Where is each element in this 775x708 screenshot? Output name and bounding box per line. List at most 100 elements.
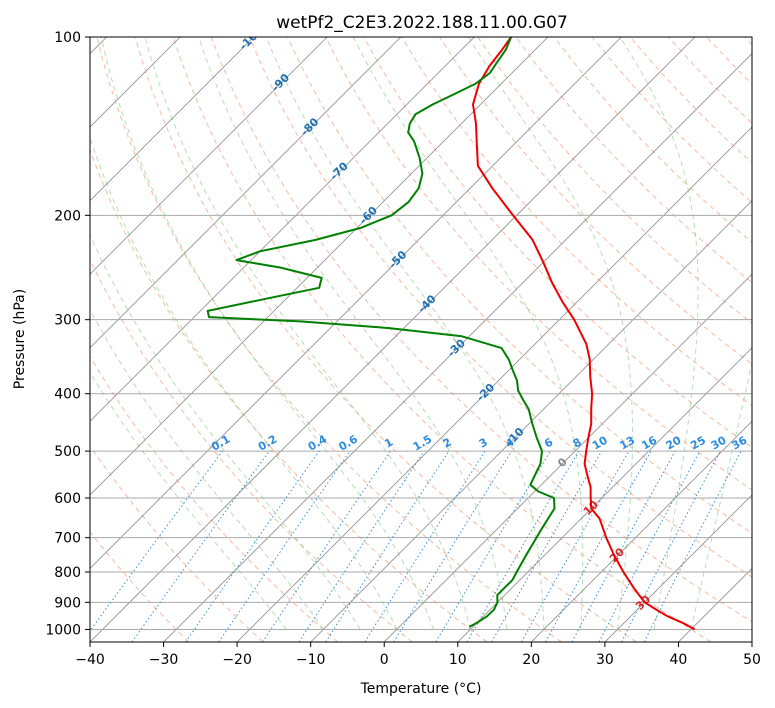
x-axis-label: Temperature (°C) bbox=[360, 681, 482, 697]
mixing-ratio-line bbox=[571, 450, 676, 642]
y-tick-label: 300 bbox=[54, 313, 81, 329]
mixing-ratio-label: 0.6 bbox=[337, 432, 361, 453]
isotherm-label: 30 bbox=[633, 593, 653, 613]
y-tick-label: 500 bbox=[54, 444, 81, 460]
dry-adiabat-line bbox=[477, 37, 752, 324]
mixing-ratio-line bbox=[298, 450, 425, 642]
dry-adiabat-line bbox=[172, 37, 712, 642]
isotherm-label: 0 bbox=[555, 455, 570, 470]
isotherm-label: -70 bbox=[328, 159, 351, 182]
mixing-ratio-label: 13 bbox=[617, 434, 637, 453]
isotherm-label: -20 bbox=[474, 381, 497, 404]
x-axis: −40 −30 −20 −10 0 10 20 30 40 50 bbox=[75, 642, 761, 668]
y-tick-label: 200 bbox=[54, 208, 81, 224]
moist-adiabat-line bbox=[619, 37, 699, 630]
isotherm-label: -90 bbox=[269, 71, 292, 94]
isotherm-label: -30 bbox=[445, 336, 468, 359]
isotherm-line bbox=[90, 37, 549, 496]
isotherm-line bbox=[90, 37, 254, 202]
isotherm-line bbox=[383, 273, 752, 642]
mixing-ratio-label: 16 bbox=[639, 433, 659, 452]
dry-adiabat-line bbox=[667, 37, 752, 125]
mixing-ratio-line bbox=[545, 450, 652, 642]
background-lines bbox=[90, 37, 752, 642]
mixing-ratio-line bbox=[218, 450, 351, 642]
dry-adiabat-line bbox=[744, 37, 752, 46]
chart-title: wetPf2_C2E3.2022.188.11.00.G07 bbox=[276, 13, 568, 33]
mixing-ratio-label: 30 bbox=[709, 433, 729, 452]
moist-adiabat-line bbox=[352, 37, 584, 630]
dry-adiabat-line bbox=[90, 530, 190, 642]
moist-adiabat-line bbox=[265, 37, 545, 630]
mixing-ratio-label: 10 bbox=[590, 433, 610, 452]
y-tick-label: 900 bbox=[54, 595, 81, 611]
x-tick-label: 10 bbox=[449, 652, 467, 668]
mixing-ratio-labels: 0.1 0.2 0.4 0.6 1 1.5 2 3 4 6 8 10 13 16 20 25 30 36 bbox=[209, 432, 749, 453]
y-tick-label: 800 bbox=[54, 565, 81, 581]
plot-frame bbox=[89, 36, 753, 643]
isotherm-label: -40 bbox=[415, 292, 438, 315]
dry-adiabat-line bbox=[90, 148, 488, 642]
dewpoint-profile-line bbox=[206, 37, 556, 628]
mixing-ratio-line bbox=[262, 450, 391, 642]
y-tick-label: 1000 bbox=[45, 622, 81, 638]
isotherm-line bbox=[90, 37, 622, 569]
isotherm-line bbox=[604, 494, 752, 642]
x-tick-label: 0 bbox=[380, 652, 389, 668]
isotherm-line bbox=[310, 200, 752, 642]
mixing-ratio-line bbox=[643, 450, 742, 642]
x-tick-label: 30 bbox=[596, 652, 614, 668]
isotherm-line bbox=[751, 641, 752, 642]
mixing-ratio-line bbox=[393, 450, 513, 642]
mixing-ratio-label: 20 bbox=[664, 433, 684, 452]
mixing-ratio-line bbox=[598, 450, 701, 642]
mixing-ratio-label: 25 bbox=[688, 434, 708, 453]
isotherm-label: -100 bbox=[237, 24, 266, 53]
isotherm-line bbox=[90, 37, 328, 275]
moist-adiabat-line bbox=[90, 371, 287, 630]
isotherm-line bbox=[678, 567, 752, 642]
isotherm-line bbox=[531, 420, 752, 642]
moist-adiabat-line bbox=[468, 37, 633, 630]
x-tick-label: −20 bbox=[222, 652, 252, 668]
mixing-ratio-label: 6 bbox=[542, 435, 555, 450]
mixing-ratio-label: 0.2 bbox=[256, 433, 279, 454]
isotherm-line bbox=[90, 37, 475, 422]
temperature-profile-line bbox=[472, 37, 696, 631]
dry-adiabat-line bbox=[210, 37, 752, 623]
moist-adiabat-line bbox=[90, 308, 324, 630]
y-tick-label: 100 bbox=[54, 30, 81, 46]
mixing-ratio-label: 1.5 bbox=[411, 433, 434, 454]
x-tick-label: −30 bbox=[149, 652, 179, 668]
dry-adiabat-line bbox=[553, 37, 752, 244]
isotherm-label: -60 bbox=[357, 204, 380, 227]
x-tick-label: 20 bbox=[522, 652, 540, 668]
moist-adiabat-line bbox=[198, 37, 508, 630]
mixing-ratio-line bbox=[325, 450, 450, 642]
dry-adiabat-line bbox=[90, 258, 413, 642]
moist-adiabat-line bbox=[690, 360, 752, 630]
dry-adiabat-line bbox=[439, 37, 752, 365]
isotherm-line bbox=[163, 53, 752, 642]
dry-adiabat-line bbox=[90, 355, 339, 642]
y-axis: 100 200 300 400 500 600 700 800 900 1000 bbox=[45, 30, 90, 638]
isotherm-line bbox=[90, 37, 696, 642]
y-axis-label: Pressure (hPa) bbox=[12, 289, 28, 389]
mixing-ratio-line bbox=[185, 450, 320, 642]
isotherm-line bbox=[236, 126, 752, 642]
x-tick-label: −40 bbox=[75, 652, 105, 668]
dry-adiabat-line bbox=[248, 37, 752, 578]
mixing-ratio-line bbox=[131, 450, 270, 642]
y-tick-label: 700 bbox=[54, 531, 81, 547]
mixing-ratio-label: 3 bbox=[477, 436, 490, 451]
dry-adiabat-line bbox=[134, 37, 637, 642]
isotherm-line bbox=[457, 347, 752, 642]
mixing-ratio-label: 2 bbox=[441, 436, 454, 451]
profile-series bbox=[206, 37, 696, 631]
x-tick-label: 40 bbox=[670, 652, 688, 668]
moist-adiabat-line bbox=[90, 233, 361, 630]
dry-adiabat-line bbox=[96, 37, 562, 642]
y-tick-label: 600 bbox=[54, 491, 81, 507]
mixing-ratio-line bbox=[364, 450, 486, 642]
